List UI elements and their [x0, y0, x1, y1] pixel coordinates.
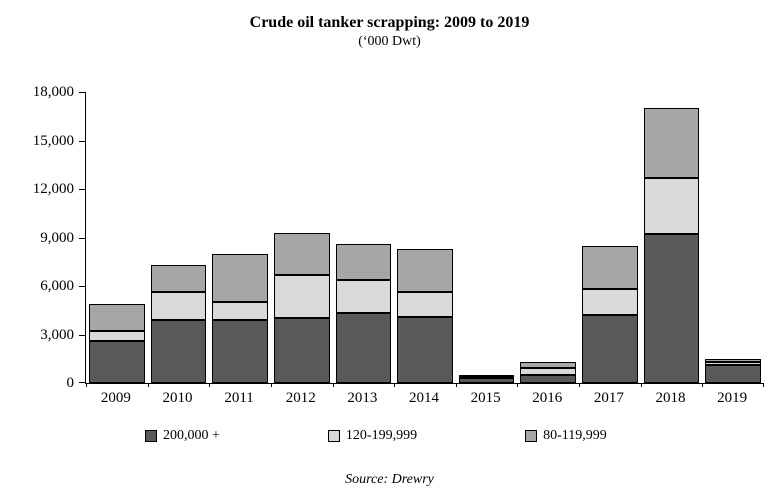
bar-segment: [212, 319, 268, 383]
y-axis-tick: [79, 334, 86, 336]
x-axis-label: 2009: [100, 390, 131, 406]
y-axis-label: 3,000: [40, 326, 74, 343]
x-axis-label: 2019: [717, 390, 748, 406]
x-axis-label: 2010: [162, 390, 193, 406]
bar-segment: [643, 177, 700, 235]
legend-label: 200,000 +: [163, 428, 220, 443]
bar-segment: [458, 374, 515, 377]
y-axis-label: 9,000: [40, 229, 74, 246]
y-axis-tick: [79, 382, 86, 383]
y-axis-tick: [79, 140, 86, 142]
x-axis-label: 2015: [470, 390, 501, 406]
bar-segment: [212, 253, 268, 303]
bar-segment: [150, 292, 207, 320]
chart-subtitle: (‘000 Dwt): [358, 34, 421, 49]
bar-segment: [705, 362, 761, 366]
bar-segment: [705, 365, 761, 383]
bar-segment: [643, 108, 700, 178]
y-axis: 18,000 15,000 12,000 9,000 6,000 3,000 0: [0, 84, 78, 391]
bar-segment: [273, 318, 330, 383]
source-note: Source: Drewry: [345, 472, 434, 487]
bar-segment: [150, 319, 207, 383]
x-axis-label: 2018: [655, 390, 686, 406]
bar-segment: [335, 243, 392, 280]
legend-swatch: [525, 430, 538, 442]
x-axis-label: 2014: [408, 390, 439, 406]
bar-segment: [273, 274, 330, 319]
bar-segment: [643, 234, 700, 383]
y-axis-label: 0: [66, 375, 75, 391]
x-axis-tick: [579, 383, 580, 387]
x-axis-label: 2012: [285, 390, 316, 406]
x-axis-tick: [641, 383, 642, 387]
bar-segment: [705, 358, 761, 362]
bar-segment: [89, 340, 145, 383]
bar-segment: [335, 313, 392, 383]
bar-segment: [212, 302, 268, 320]
y-axis-label: 6,000: [40, 278, 74, 294]
bar-segment: [520, 362, 577, 369]
bar-segment: [89, 303, 145, 332]
x-axis-tick: [271, 383, 272, 387]
bar-segment: [89, 331, 145, 341]
legend-label: 120-199,999: [345, 428, 418, 443]
legend-swatch: [145, 430, 157, 442]
x-axis-tick: [333, 383, 334, 387]
y-axis-tick: [79, 189, 86, 190]
bar-segment: [397, 316, 453, 383]
x-axis-label: 2016: [532, 390, 563, 406]
x-axis-label: 2013: [347, 390, 378, 406]
legend: 200,000 + 120-199,999 80-119,999: [145, 428, 607, 444]
x-axis-tick: [148, 383, 149, 387]
y-axis-label: 12,000: [32, 181, 74, 197]
x-axis-tick: [86, 383, 87, 387]
y-axis-tick: [79, 237, 86, 239]
legend-item: 120-199,999: [327, 428, 418, 444]
bar-segment: [520, 374, 577, 383]
x-axis-tick: [394, 383, 395, 387]
y-axis-tick: [79, 286, 86, 287]
y-axis-label: 15,000: [32, 132, 74, 149]
legend-item: 200,000 +: [145, 428, 220, 444]
x-axis-label: 2017: [593, 390, 624, 406]
legend-label: 80-119,999: [543, 428, 607, 443]
chart-title: Crude oil tanker scrapping: 2009 to 2019: [249, 14, 530, 31]
plot-area: [79, 92, 764, 387]
x-axis-tick: [456, 383, 457, 387]
y-axis-label: 18,000: [32, 84, 74, 100]
x-axis-tick: [517, 383, 518, 387]
x-axis-tick: [702, 383, 703, 387]
bar-segment: [335, 279, 392, 314]
bar-segment: [520, 368, 577, 375]
bar-segment: [458, 376, 515, 379]
x-axis: 2009 2010 2011 2012 2013 2014 2015 2016 2017 2018…: [85, 390, 763, 410]
y-axis-tick: [79, 92, 86, 93]
bar-segment: [150, 265, 207, 293]
x-axis-tick: [763, 383, 764, 387]
bar-segment: [582, 245, 638, 290]
bar-segment: [458, 378, 515, 383]
bar-segment: [582, 289, 638, 316]
x-axis-label: 2011: [224, 390, 254, 406]
legend-item: 80-119,999: [525, 428, 607, 444]
bar-segment: [273, 232, 330, 275]
bar-segment: [397, 248, 453, 293]
bar-segment: [582, 315, 638, 383]
legend-swatch: [327, 430, 340, 442]
x-axis-tick: [209, 383, 210, 387]
bar-segment: [397, 292, 453, 317]
